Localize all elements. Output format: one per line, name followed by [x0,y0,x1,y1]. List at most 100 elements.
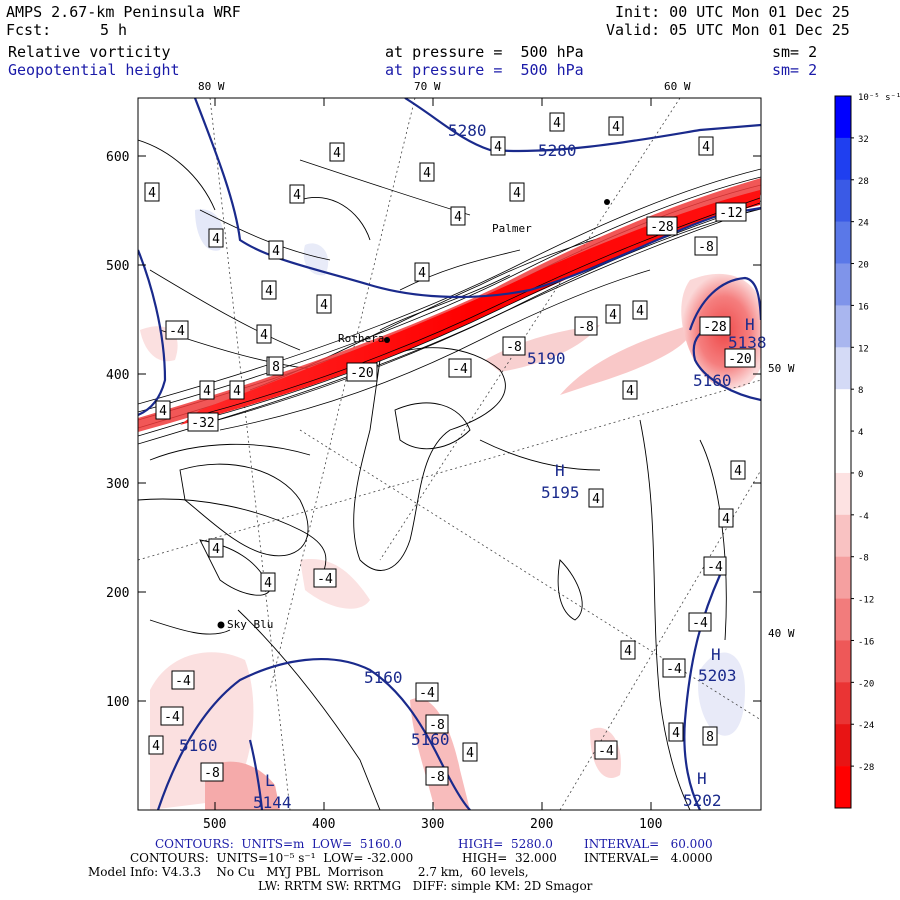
place-rothera: Rothera [338,332,384,345]
svg-text:4: 4 [159,404,167,419]
svg-text:4: 4 [260,328,268,343]
svg-text:-4: -4 [419,686,435,701]
vorticity-label: 4 [462,742,478,762]
vorticity-label: 4 [261,280,277,300]
height-contours [138,98,761,810]
vorticity-label: 4 [549,112,565,132]
vorticity-label: 4 [208,538,224,558]
vorticity-label: -4 [594,740,618,760]
svg-text:-32: -32 [191,416,214,431]
svg-text:4: 4 [272,244,280,259]
colorbar-label: -24 [858,721,874,731]
svg-text:4: 4 [624,644,632,659]
vorticity-label: 4 [718,508,734,528]
height-contour-label: 5202 [683,791,722,810]
vorticity-label: -4 [160,706,184,726]
svg-text:-20: -20 [728,352,751,367]
high-pressure-mark: H [711,645,721,664]
vorticity-label: 4 [632,300,648,320]
vorticity-label: 4 [256,324,272,344]
left-tick-label: 400 [106,368,129,383]
height-contour-label: 5190 [527,349,566,368]
colorbar-swatch [835,347,851,390]
vorticity-label: 4 [419,162,435,182]
vorticity-label: -4 [171,670,195,690]
svg-text:-4: -4 [666,662,682,677]
field-height-smoothing: sm= 2 [772,61,818,79]
colorbar-label: 28 [858,177,869,187]
svg-text:4: 4 [454,210,462,225]
svg-text:8: 8 [272,360,280,375]
svg-text:4: 4 [734,464,742,479]
left-tick-label: 500 [106,259,129,274]
colorbar-swatch [835,305,851,348]
bottom-tick-label: 400 [312,817,335,832]
vorticity-label: -4 [662,658,686,678]
colorbar-swatch [835,640,851,683]
vorticity-label: -4 [448,358,472,378]
svg-text:-4: -4 [707,560,723,575]
svg-text:4: 4 [553,116,561,131]
colorbar-label: -16 [858,637,874,647]
right-longitude-label: 50 W [768,362,795,375]
footer-model-info: Model Info: V4.3.3 No Cu MYJ PBL Morriso… [88,865,529,879]
forecast-hour: 5 h [100,21,128,39]
vorticity-label: -8 [425,766,449,786]
high-pressure-mark: H [697,769,707,788]
vorticity-label: -20 [346,362,378,382]
colorbar: 32 28 24 20 16 12 8 4 0 -4 -8 -12 -16 -20 -24 -28 [834,95,874,809]
vorticity-label: 4 [509,182,525,202]
colorbar-swatch [835,389,851,432]
svg-text:4: 4 [466,746,474,761]
colorbar-label: 8 [858,386,863,396]
colorbar-label: 20 [858,261,869,271]
svg-text:4: 4 [418,266,426,281]
height-contour-label: 5195 [541,483,580,502]
model-title: AMPS 2.67-km Peninsula WRF [6,3,241,21]
svg-text:4: 4 [626,384,634,399]
svg-text:4: 4 [333,146,341,161]
init-time: Init: 00 UTC Mon 01 Dec 25 [615,3,850,21]
vorticity-label: 4 [148,735,164,755]
height-contour-label: 5280 [538,141,577,160]
vorticity-label: 4 [450,206,466,226]
vorticity-label: 4 [260,572,276,592]
svg-text:-8: -8 [578,320,594,335]
vorticity-label: 4 [620,640,636,660]
colorbar-label: 16 [858,302,869,312]
graticule [138,98,761,810]
jet-vorticity-band [138,178,761,432]
footer-vorticity-contours: CONTOURS: UNITS=10⁻⁵ s⁻¹ LOW= -32.000 [130,851,414,865]
footer-height-high: HIGH= 5280.0 [458,837,553,851]
vorticity-label: 4 [490,136,506,156]
palmer-marker [604,199,610,205]
svg-text:-4: -4 [452,362,468,377]
colorbar-swatch [835,724,851,767]
bottom-tick-label: 200 [530,817,553,832]
rothera-marker [384,337,390,343]
colorbar-frame [834,95,852,809]
vorticity-label: 4 [199,380,215,400]
vorticity-label: -28 [646,216,678,236]
top-longitude-label: 70 W [414,80,441,93]
svg-text:-4: -4 [164,710,180,725]
svg-text:-8: -8 [506,340,522,355]
vorticity-label: -4 [415,682,439,702]
vorticity-label: -4 [688,612,712,632]
map-frame [137,97,762,811]
field-vorticity-smoothing: sm= 2 [772,43,818,61]
vorticity-label: 4 [229,380,245,400]
vorticity-label: 4 [668,722,684,742]
height-contour-label: 5160 [179,736,218,755]
vorticity-label: -4 [313,568,337,588]
svg-text:4: 4 [722,512,730,527]
colorbar-label: -20 [858,679,874,689]
bottom-tick-label: 100 [639,817,662,832]
svg-text:4: 4 [233,384,241,399]
valid-time: Valid: 05 UTC Mon 01 Dec 25 [606,21,850,39]
longitude-labels: 80 W 70 W 60 W 50 W 40 W [198,80,795,640]
svg-text:-4: -4 [317,572,333,587]
height-contour-label: 5160 [364,668,403,687]
svg-text:-8: -8 [204,766,220,781]
